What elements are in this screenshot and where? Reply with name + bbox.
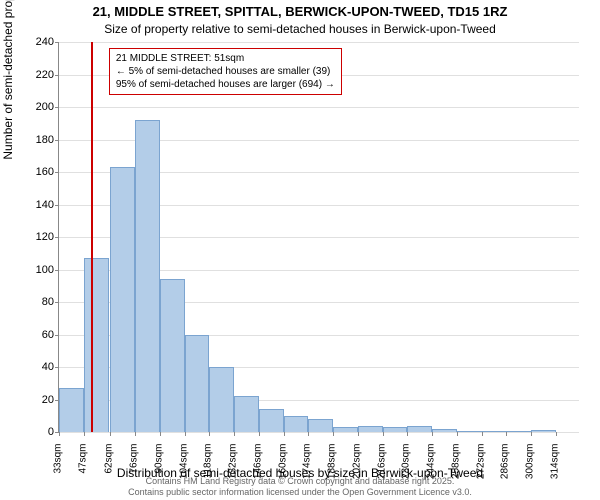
y-tick-label: 60 <box>24 329 54 341</box>
x-tick-mark <box>259 432 260 436</box>
y-tick-mark <box>55 270 59 271</box>
y-tick-label: 40 <box>24 361 54 373</box>
x-tick-mark <box>506 432 507 436</box>
gridline <box>59 432 579 433</box>
histogram-bar <box>482 431 507 432</box>
histogram-bar <box>135 120 160 432</box>
plot-area: 21 MIDDLE STREET: 51sqm ← 5% of semi-det… <box>58 42 579 433</box>
histogram-bar <box>457 431 482 432</box>
y-tick-mark <box>55 335 59 336</box>
chart-title: 21, MIDDLE STREET, SPITTAL, BERWICK-UPON… <box>0 4 600 19</box>
y-tick-label: 200 <box>24 101 54 113</box>
x-tick-mark <box>185 432 186 436</box>
footer: Contains HM Land Registry data © Crown c… <box>0 476 600 498</box>
y-tick-label: 220 <box>24 69 54 81</box>
x-tick-mark <box>531 432 532 436</box>
y-tick-mark <box>55 302 59 303</box>
y-tick-mark <box>55 172 59 173</box>
histogram-bar <box>531 430 556 432</box>
y-tick-mark <box>55 42 59 43</box>
chart-subtitle: Size of property relative to semi-detach… <box>0 22 600 36</box>
y-tick-label: 160 <box>24 166 54 178</box>
y-tick-label: 80 <box>24 296 54 308</box>
y-tick-mark <box>55 75 59 76</box>
x-tick-mark <box>59 432 60 436</box>
histogram-bar <box>185 335 210 433</box>
y-tick-mark <box>55 237 59 238</box>
y-tick-mark <box>55 367 59 368</box>
x-tick-mark <box>110 432 111 436</box>
x-tick-mark <box>482 432 483 436</box>
x-tick-mark <box>209 432 210 436</box>
histogram-bar <box>383 427 408 432</box>
annotation-line-3: 95% of semi-detached houses are larger (… <box>116 78 335 91</box>
y-tick-mark <box>55 140 59 141</box>
y-tick-mark <box>55 107 59 108</box>
y-tick-label: 140 <box>24 199 54 211</box>
histogram-bar <box>333 427 358 432</box>
histogram-bar <box>110 167 135 432</box>
y-tick-label: 0 <box>24 426 54 438</box>
gridline <box>59 107 579 108</box>
y-tick-label: 180 <box>24 134 54 146</box>
y-tick-mark <box>55 205 59 206</box>
gridline <box>59 42 579 43</box>
x-tick-mark <box>383 432 384 436</box>
x-tick-mark <box>308 432 309 436</box>
y-tick-label: 120 <box>24 231 54 243</box>
x-tick-mark <box>432 432 433 436</box>
histogram-bar <box>358 426 383 433</box>
histogram-bar <box>160 279 185 432</box>
histogram-bar <box>59 388 84 432</box>
histogram-bar <box>209 367 234 432</box>
x-tick-mark <box>160 432 161 436</box>
histogram-bar <box>234 396 259 432</box>
x-tick-mark <box>234 432 235 436</box>
histogram-bar <box>308 419 333 432</box>
x-tick-mark <box>333 432 334 436</box>
histogram-bar <box>407 426 432 433</box>
x-tick-mark <box>556 432 557 436</box>
x-tick-mark <box>135 432 136 436</box>
y-tick-label: 20 <box>24 394 54 406</box>
histogram-bar <box>506 431 531 432</box>
y-axis-label: Number of semi-detached properties <box>1 0 15 160</box>
annotation-line-1: 21 MIDDLE STREET: 51sqm <box>116 52 335 65</box>
chart-container: 21, MIDDLE STREET, SPITTAL, BERWICK-UPON… <box>0 0 600 500</box>
reference-line <box>91 42 93 432</box>
x-tick-mark <box>284 432 285 436</box>
footer-line-1: Contains HM Land Registry data © Crown c… <box>0 476 600 487</box>
x-tick-mark <box>84 432 85 436</box>
histogram-bar <box>84 258 109 432</box>
x-tick-mark <box>407 432 408 436</box>
x-tick-mark <box>358 432 359 436</box>
histogram-bar <box>432 429 457 432</box>
annotation-line-2: ← 5% of semi-detached houses are smaller… <box>116 65 335 78</box>
histogram-bar <box>284 416 309 432</box>
histogram-bar <box>259 409 284 432</box>
footer-line-2: Contains public sector information licen… <box>0 487 600 498</box>
x-tick-mark <box>457 432 458 436</box>
y-tick-label: 240 <box>24 36 54 48</box>
annotation-box: 21 MIDDLE STREET: 51sqm ← 5% of semi-det… <box>109 48 342 95</box>
y-tick-label: 100 <box>24 264 54 276</box>
